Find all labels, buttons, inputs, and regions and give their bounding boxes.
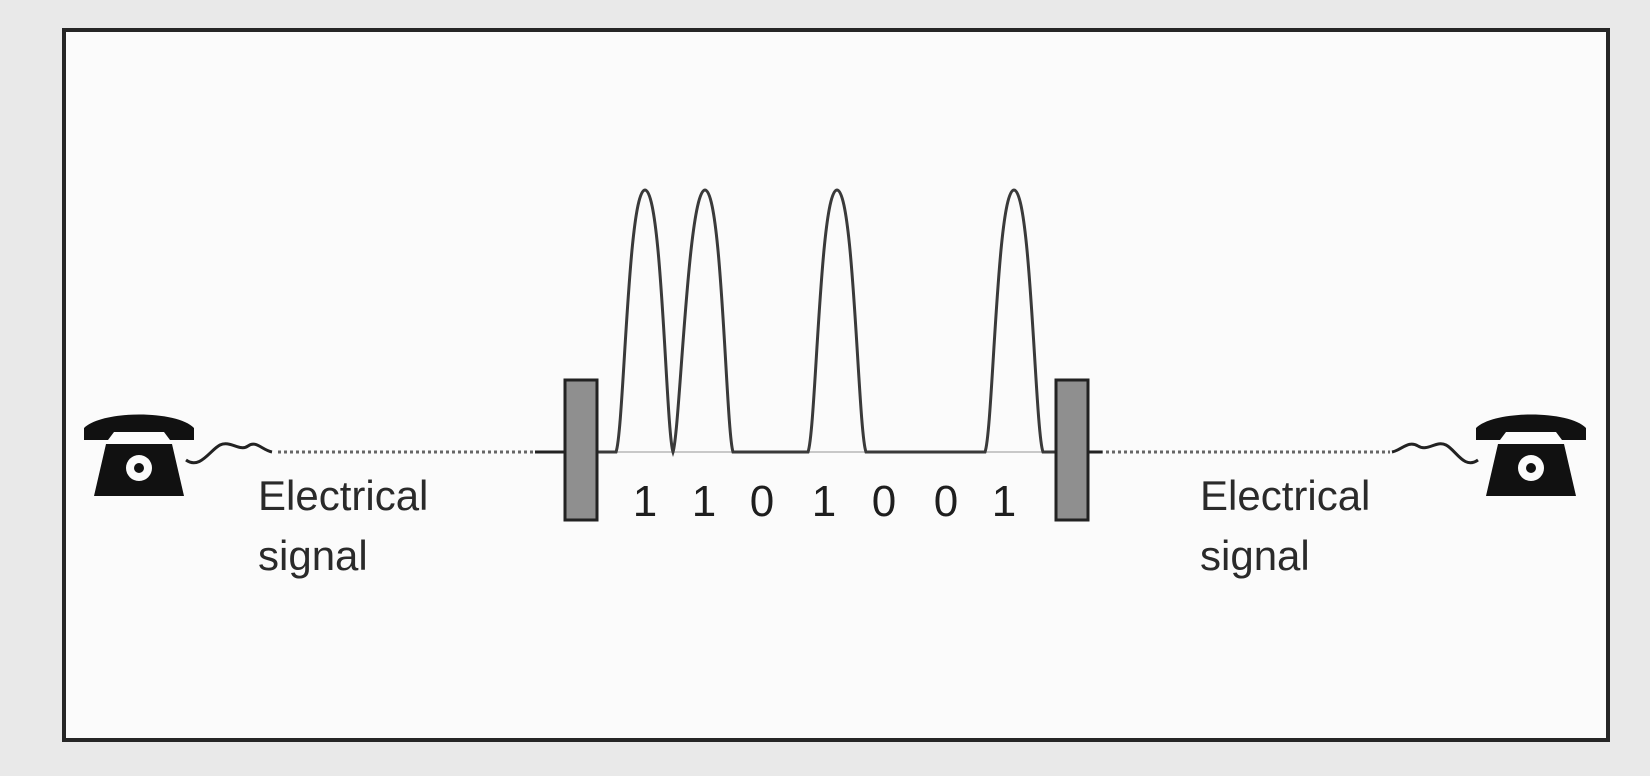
receiver-connector bbox=[1054, 378, 1090, 522]
phone-cord bbox=[185, 442, 273, 465]
bit-label: 0 bbox=[934, 477, 958, 526]
bit-label: 1 bbox=[633, 477, 657, 526]
diagram-panel bbox=[62, 28, 1610, 742]
light-pulse-waveform bbox=[596, 188, 1056, 457]
left-label-line1: Electrical bbox=[258, 472, 428, 519]
transmitter-connector bbox=[563, 378, 599, 522]
left-label-line2: signal bbox=[258, 532, 368, 579]
right-label-line1: Electrical bbox=[1200, 472, 1370, 519]
bit-label: 1 bbox=[812, 477, 836, 526]
right-label-line2: signal bbox=[1200, 532, 1310, 579]
bit-label: 1 bbox=[692, 477, 716, 526]
telephone-icon bbox=[1476, 414, 1586, 496]
telephone-icon bbox=[84, 414, 194, 496]
phone-cord bbox=[1391, 442, 1479, 465]
bit-label: 1 bbox=[992, 477, 1016, 526]
bit-label: 0 bbox=[872, 477, 896, 526]
bit-label: 0 bbox=[750, 477, 774, 526]
